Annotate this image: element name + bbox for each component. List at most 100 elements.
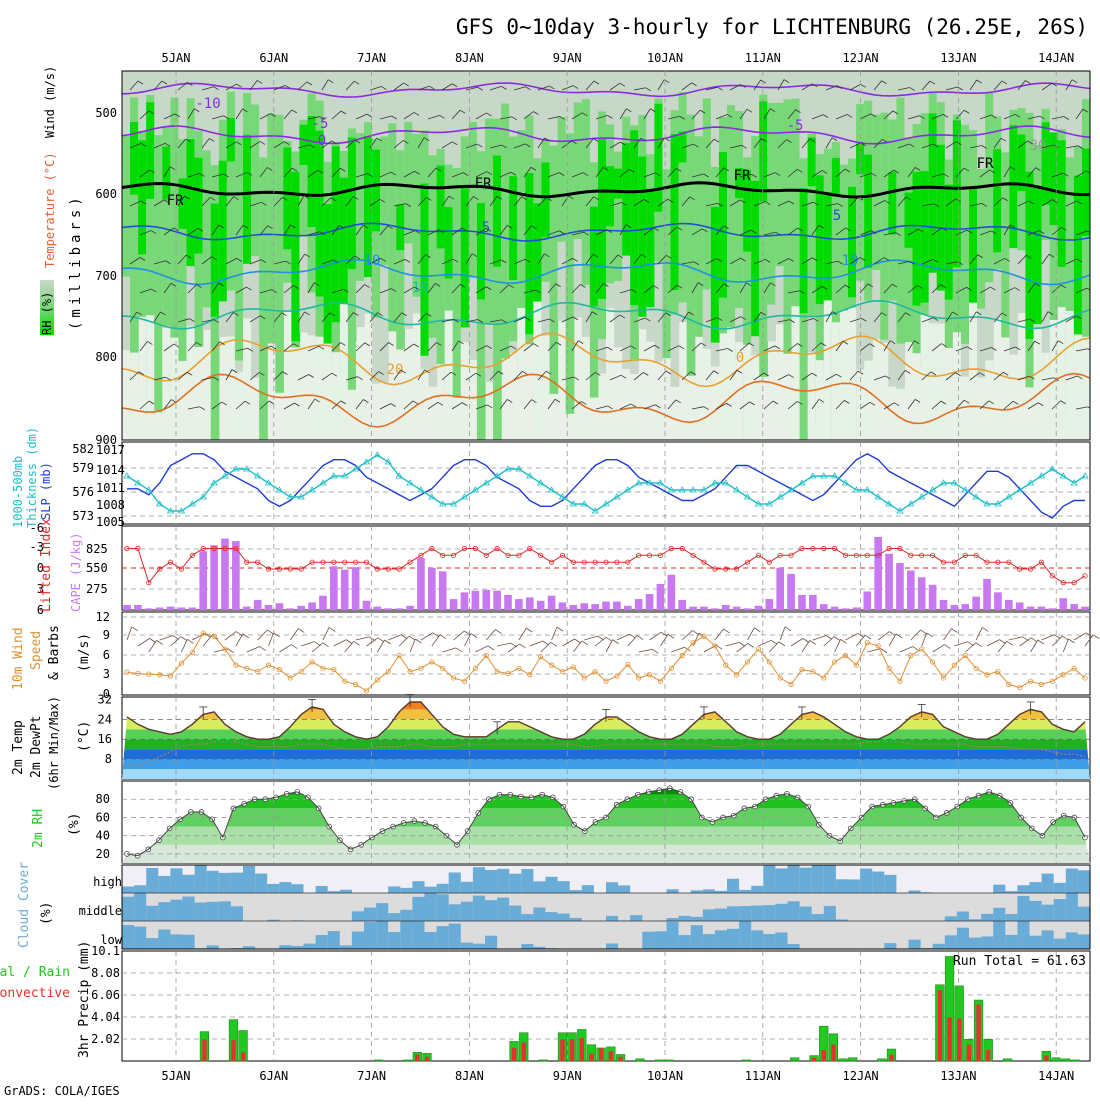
thickness-label-1: 1000-500mb (11, 456, 25, 528)
rh-cell (993, 149, 1002, 252)
cape-bar (156, 607, 164, 610)
rh-cell (227, 337, 236, 440)
cloud-cell (933, 893, 946, 921)
rh-tick: 60 (96, 810, 110, 824)
cloud-cell (376, 865, 389, 893)
cape-bar (395, 608, 403, 610)
cloud-fill (703, 909, 716, 921)
rh-cell (800, 188, 809, 313)
cloud-fill (788, 901, 801, 921)
cloud-cell (352, 865, 365, 893)
cloud-fill (763, 934, 776, 949)
cloud-cell (340, 865, 353, 893)
cloud-cell (497, 921, 510, 949)
cloud-cell (933, 865, 946, 893)
cloud-cell (570, 921, 583, 949)
cloud-fill (473, 944, 486, 949)
cape-bar (352, 567, 360, 610)
wind-barb (1093, 635, 1099, 639)
cloud-fill (521, 914, 534, 921)
cloud-cell (691, 865, 704, 893)
cloud-fill (352, 932, 365, 949)
rh-cell (953, 332, 962, 440)
cloud-fill (981, 936, 994, 949)
cape-bar (1005, 600, 1013, 610)
rh-cell (251, 104, 260, 256)
rh-cell (929, 323, 938, 440)
rh-cell (429, 155, 438, 338)
rh-cell (324, 204, 333, 352)
cloud-fill (412, 921, 425, 949)
cloud-fill (449, 873, 462, 893)
cloud-fill (763, 866, 776, 893)
cape-bar (308, 602, 316, 610)
rh-cell (372, 150, 381, 232)
cloud-cell (509, 921, 522, 949)
contour-label: 0 (318, 133, 326, 149)
cloud-fill (521, 869, 534, 893)
cloud-cell (291, 921, 304, 949)
rh2m-label: 2m RH (31, 809, 46, 848)
cape-bar (689, 607, 697, 610)
precip-total-bar (839, 1059, 848, 1061)
precip-tick: 10.1 (91, 944, 120, 958)
cape-label: CAPE (J/kg) (69, 533, 83, 612)
precip-convective-bar (580, 1038, 584, 1061)
cloud-fill (739, 921, 752, 949)
precip-axis-label: 3hr Precip (mm) (77, 941, 92, 1058)
cape-bar (765, 599, 773, 610)
cloud-fill (945, 935, 958, 949)
precip-convective-bar (986, 1050, 990, 1061)
precip-label-total: Total / Rain (0, 965, 70, 980)
cloud-fill (473, 867, 486, 893)
cloud-cell (195, 921, 208, 949)
cloud-cell (848, 893, 861, 921)
cape-bar (1038, 607, 1046, 610)
cloud-fill (219, 901, 232, 921)
cape-bar (178, 607, 186, 610)
wind-label-1: 10m Wind (11, 627, 26, 690)
cloud-fill (824, 906, 837, 921)
cape-bar (711, 608, 719, 610)
rh-cell (864, 361, 873, 440)
rh-cell (1082, 149, 1091, 236)
temp-unit: (°C) (77, 721, 92, 752)
cloud-fill (860, 869, 873, 893)
cape-bar (189, 607, 197, 610)
cloud-fill (630, 915, 643, 921)
rh-cell (1001, 152, 1010, 337)
rh-cell (211, 204, 220, 317)
cloud-fill (1042, 905, 1055, 921)
cloud-fill (170, 868, 183, 893)
cloud-fill (449, 924, 462, 949)
cloud-cell (279, 921, 292, 949)
precip-convective-bar (967, 1045, 971, 1061)
cape-bar (384, 608, 392, 610)
cloud-cell (860, 921, 873, 949)
cloud-cell (957, 865, 970, 893)
cape-tick: 550 (86, 561, 108, 575)
cloud-fill (533, 907, 546, 921)
rh-cell (453, 168, 462, 398)
cloud-cell (667, 893, 680, 921)
cape-bar (472, 591, 480, 610)
pressure-tick: 800 (95, 350, 117, 364)
cloud-fill (304, 944, 317, 949)
precip-convective-bar (976, 1004, 980, 1061)
precip-convective-bar (560, 1039, 564, 1061)
cape-bar (1081, 607, 1089, 610)
cloud-fill (715, 930, 728, 949)
cloud-cell (691, 893, 704, 921)
cloud-fill (170, 900, 183, 921)
cloud-fill (122, 887, 135, 893)
cloud-fill (449, 904, 462, 921)
cape-bar (439, 571, 447, 610)
cloud-fill (1030, 936, 1043, 949)
slp-tick: 1011 (96, 481, 125, 495)
date-label: 10JAN (647, 1069, 683, 1083)
rh-cell (1001, 354, 1010, 440)
date-label: 14JAN (1038, 51, 1074, 65)
rh-cell (324, 344, 333, 440)
